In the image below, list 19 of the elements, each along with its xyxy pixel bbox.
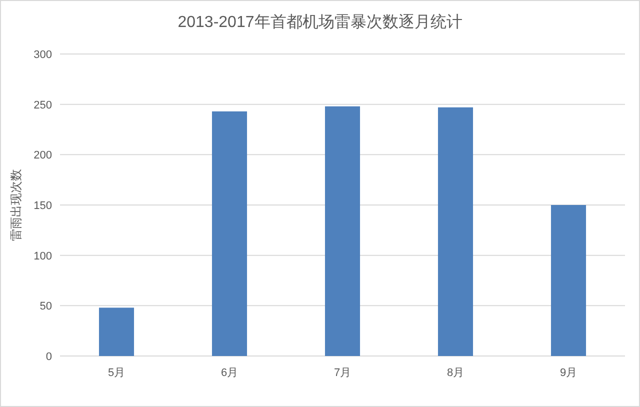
x-tick-label: 9月: [560, 367, 578, 379]
bar: [98, 308, 134, 356]
bar: [212, 111, 248, 356]
bar: [324, 106, 360, 356]
y-tick-label: 150: [34, 200, 52, 212]
x-tick-label: 5月: [108, 367, 126, 379]
y-tick-label: 50: [40, 300, 52, 313]
x-tick-label: 8月: [446, 367, 464, 379]
bar: [550, 205, 586, 356]
y-tick-label: 200: [34, 150, 52, 162]
y-axis-title: 雷雨出现次数: [9, 169, 23, 241]
y-tick-label: 250: [34, 99, 52, 112]
y-tick-label: 0: [46, 351, 52, 363]
y-tick-label: 100: [34, 250, 52, 262]
bar: [438, 107, 474, 356]
chart-title: 2013-2017年首都机场雷暴次数逐月统计: [178, 13, 462, 31]
x-tick-label: 7月: [334, 367, 352, 379]
x-tick-label: 6月: [220, 367, 238, 379]
y-tick-label: 300: [34, 49, 52, 61]
